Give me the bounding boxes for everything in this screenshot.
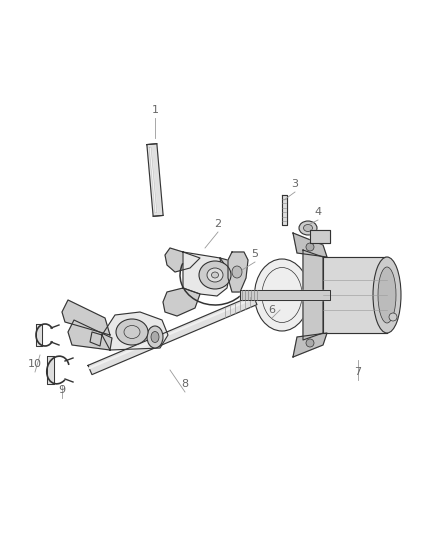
Text: 1: 1: [152, 105, 159, 115]
Ellipse shape: [116, 319, 148, 345]
Polygon shape: [220, 258, 237, 280]
Polygon shape: [293, 333, 327, 357]
Polygon shape: [183, 252, 230, 296]
Text: 10: 10: [28, 359, 42, 369]
Polygon shape: [293, 233, 327, 257]
Text: 3: 3: [292, 179, 299, 189]
Polygon shape: [36, 324, 42, 346]
Polygon shape: [282, 195, 286, 225]
Polygon shape: [163, 288, 200, 316]
Ellipse shape: [151, 332, 159, 343]
Polygon shape: [102, 312, 168, 350]
Polygon shape: [147, 144, 163, 216]
Text: 7: 7: [354, 367, 361, 377]
Polygon shape: [47, 356, 54, 384]
Ellipse shape: [207, 268, 223, 282]
Ellipse shape: [373, 257, 401, 333]
Ellipse shape: [212, 272, 219, 278]
Text: 6: 6: [268, 305, 276, 315]
Text: 8: 8: [181, 379, 189, 389]
Ellipse shape: [232, 266, 242, 278]
Ellipse shape: [378, 267, 396, 323]
Polygon shape: [310, 230, 330, 243]
Text: 5: 5: [251, 249, 258, 259]
Polygon shape: [149, 147, 157, 213]
Text: 4: 4: [314, 207, 321, 217]
Ellipse shape: [124, 326, 140, 338]
Ellipse shape: [306, 243, 314, 251]
Polygon shape: [240, 290, 330, 300]
Ellipse shape: [254, 259, 310, 331]
Ellipse shape: [299, 221, 317, 235]
Ellipse shape: [306, 339, 314, 347]
Polygon shape: [165, 248, 200, 272]
Polygon shape: [90, 332, 102, 346]
Ellipse shape: [147, 326, 163, 348]
Polygon shape: [68, 320, 112, 350]
Ellipse shape: [389, 313, 397, 321]
Polygon shape: [323, 257, 387, 333]
Text: 9: 9: [58, 385, 66, 395]
Ellipse shape: [304, 224, 312, 231]
Polygon shape: [88, 295, 257, 375]
Ellipse shape: [199, 261, 231, 289]
Polygon shape: [62, 300, 110, 335]
Polygon shape: [303, 250, 323, 340]
Text: 2: 2: [215, 219, 222, 229]
Polygon shape: [228, 252, 248, 292]
